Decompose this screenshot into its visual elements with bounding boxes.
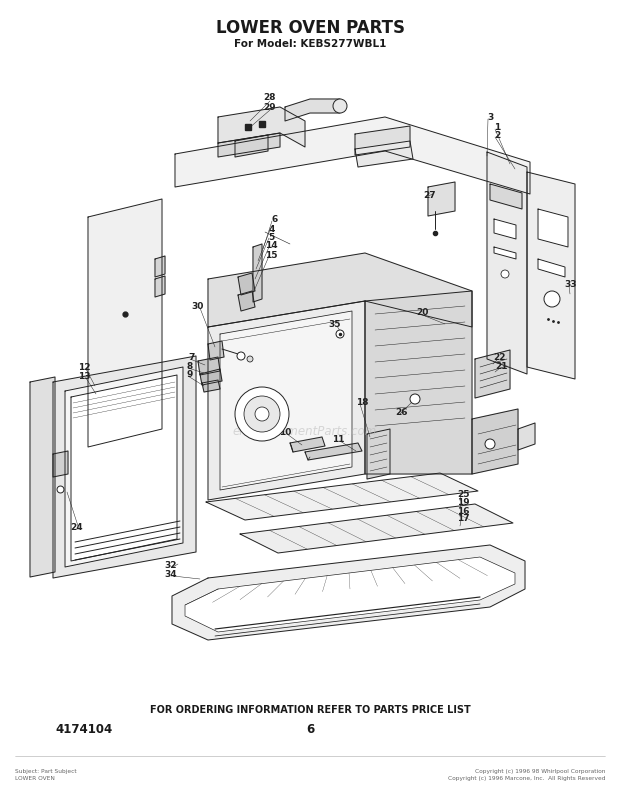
Text: 17: 17 (457, 514, 469, 523)
Text: Copyright (c) 1996 98 Whirlpool Corporation
Copyright (c) 1996 Marcone, Inc.  Al: Copyright (c) 1996 98 Whirlpool Corporat… (448, 768, 605, 780)
Polygon shape (172, 545, 525, 640)
Polygon shape (253, 245, 262, 302)
Polygon shape (527, 172, 575, 379)
Text: 25: 25 (457, 490, 469, 499)
Text: 19: 19 (457, 498, 469, 507)
Text: 7: 7 (189, 353, 195, 362)
Circle shape (410, 395, 420, 404)
Text: eReplacementParts.com: eReplacementParts.com (233, 425, 377, 438)
Text: 32: 32 (165, 561, 177, 569)
Polygon shape (487, 153, 527, 375)
Polygon shape (200, 370, 222, 386)
Circle shape (485, 439, 495, 449)
Polygon shape (208, 342, 224, 361)
Polygon shape (155, 257, 165, 277)
Polygon shape (220, 312, 352, 490)
Text: 21: 21 (496, 362, 508, 371)
Polygon shape (30, 378, 55, 577)
Text: 18: 18 (356, 398, 368, 407)
Text: 15: 15 (265, 250, 277, 259)
Polygon shape (428, 183, 455, 217)
Text: 6: 6 (306, 723, 314, 735)
Text: 22: 22 (494, 353, 507, 362)
Text: 5: 5 (268, 233, 274, 241)
Text: 4: 4 (269, 225, 275, 233)
Circle shape (244, 396, 280, 432)
Circle shape (247, 357, 253, 363)
Polygon shape (175, 118, 530, 195)
Circle shape (544, 292, 560, 308)
Polygon shape (475, 350, 510, 399)
Polygon shape (198, 358, 220, 375)
Polygon shape (53, 452, 68, 477)
Text: 14: 14 (265, 241, 277, 250)
Text: 12: 12 (78, 363, 91, 372)
Polygon shape (472, 410, 518, 475)
Text: 20: 20 (416, 308, 428, 317)
Text: 9: 9 (187, 370, 193, 379)
Text: LOWER OVEN PARTS: LOWER OVEN PARTS (216, 19, 404, 37)
Text: 34: 34 (165, 569, 177, 579)
Circle shape (235, 387, 289, 441)
Polygon shape (208, 302, 365, 500)
Polygon shape (53, 357, 196, 578)
Text: 13: 13 (78, 372, 91, 381)
Circle shape (333, 100, 347, 114)
Circle shape (255, 407, 269, 422)
Polygon shape (208, 253, 472, 327)
Polygon shape (238, 273, 255, 296)
Polygon shape (365, 292, 472, 475)
Polygon shape (218, 107, 305, 148)
Polygon shape (71, 375, 177, 561)
Polygon shape (494, 220, 516, 240)
Text: FOR ORDERING INFORMATION REFER TO PARTS PRICE LIST: FOR ORDERING INFORMATION REFER TO PARTS … (149, 704, 471, 714)
Polygon shape (218, 134, 280, 158)
Text: 27: 27 (423, 190, 436, 199)
Text: 4174104: 4174104 (55, 723, 112, 735)
Text: 1: 1 (494, 124, 500, 132)
Polygon shape (355, 127, 410, 156)
Text: For Model: KEBS277WBL1: For Model: KEBS277WBL1 (234, 39, 386, 49)
Polygon shape (238, 292, 255, 312)
Polygon shape (285, 100, 340, 122)
Text: 30: 30 (192, 302, 204, 311)
Circle shape (237, 353, 245, 361)
Text: 10: 10 (279, 428, 291, 437)
Text: 3: 3 (487, 113, 493, 123)
Polygon shape (206, 473, 478, 520)
Text: 11: 11 (332, 435, 344, 444)
Text: 8: 8 (187, 362, 193, 371)
Polygon shape (155, 277, 165, 298)
Text: 2: 2 (494, 132, 500, 140)
Text: 16: 16 (457, 506, 469, 515)
Polygon shape (518, 423, 535, 451)
Text: 29: 29 (264, 103, 277, 111)
Circle shape (501, 270, 509, 278)
Polygon shape (240, 504, 513, 553)
Text: 35: 35 (329, 320, 341, 329)
Polygon shape (290, 437, 325, 452)
Polygon shape (88, 200, 162, 448)
Polygon shape (494, 248, 516, 260)
Text: 6: 6 (272, 215, 278, 225)
Polygon shape (538, 260, 565, 277)
Polygon shape (538, 210, 568, 248)
Polygon shape (490, 184, 522, 210)
Polygon shape (65, 367, 183, 567)
Circle shape (336, 330, 344, 338)
Text: 24: 24 (71, 523, 83, 532)
Polygon shape (305, 444, 362, 460)
Text: 26: 26 (396, 408, 408, 417)
Polygon shape (185, 557, 515, 632)
Polygon shape (202, 380, 220, 392)
Text: 33: 33 (565, 280, 577, 290)
Polygon shape (367, 429, 390, 480)
Polygon shape (355, 142, 413, 168)
Text: 28: 28 (264, 93, 277, 103)
Polygon shape (235, 136, 268, 158)
Text: Subject: Part Subject
LOWER OVEN: Subject: Part Subject LOWER OVEN (15, 768, 77, 780)
